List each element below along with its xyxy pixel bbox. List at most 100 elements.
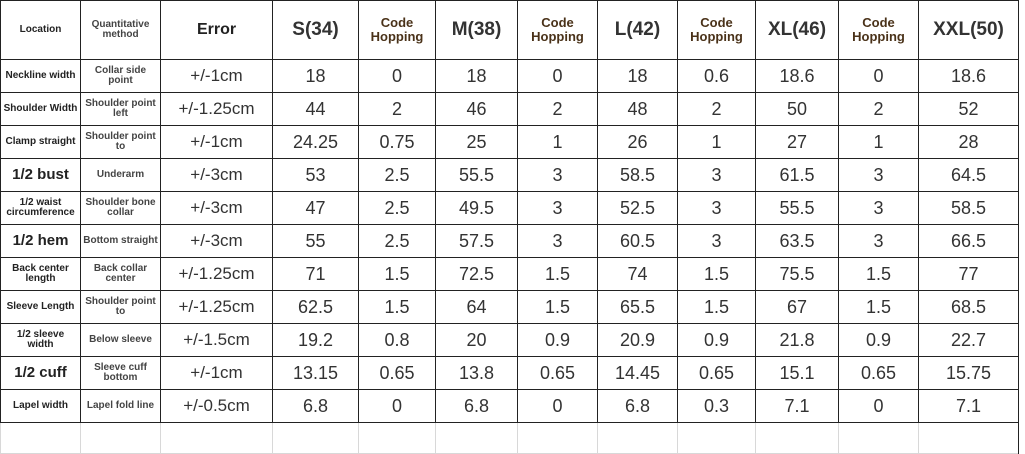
empty-cell [597, 422, 678, 454]
value-cell: 2.5 [358, 191, 436, 225]
value-cell: 77 [918, 257, 1019, 291]
empty-cell [435, 422, 518, 454]
value-cell: 26 [597, 125, 678, 159]
location-cell: Shoulder Width [0, 92, 81, 126]
data-row: 1/2 waist circumference Shoulder bone col… [0, 191, 1019, 225]
sheet-edge [1018, 0, 1025, 454]
data-row: Shoulder Width Shoulder point left +/-1.25… [0, 92, 1019, 126]
header-cell: Error [160, 0, 273, 60]
method-cell: Below sleeve [80, 323, 161, 357]
error-cell: +/-1.5cm [160, 323, 273, 357]
value-cell: 2.5 [358, 158, 436, 192]
value-cell: 0.6 [677, 59, 756, 93]
location-cell: Neckline width [0, 59, 81, 93]
value-cell: 20 [435, 323, 518, 357]
value-cell: 28 [918, 125, 1019, 159]
header-cell: Code Hopping [838, 0, 919, 60]
value-cell: 7.1 [755, 389, 839, 423]
value-cell: 18 [435, 59, 518, 93]
value-cell: 3 [517, 158, 598, 192]
error-cell: +/-3cm [160, 191, 273, 225]
error-cell: +/-1.25cm [160, 92, 273, 126]
value-cell: 1 [838, 125, 919, 159]
value-cell: 57.5 [435, 224, 518, 258]
value-cell: 6.8 [435, 389, 518, 423]
value-cell: 58.5 [597, 158, 678, 192]
value-cell: 1.5 [358, 257, 436, 291]
value-cell: 2 [517, 92, 598, 126]
value-cell: 0.65 [838, 356, 919, 390]
value-cell: 2.5 [358, 224, 436, 258]
empty-cell [358, 422, 436, 454]
value-cell: 1.5 [677, 290, 756, 324]
value-cell: 47 [272, 191, 359, 225]
value-cell: 13.15 [272, 356, 359, 390]
value-cell: 0.65 [517, 356, 598, 390]
method-cell: Underarm [80, 158, 161, 192]
location-cell: 1/2 cuff [0, 356, 81, 390]
value-cell: 66.5 [918, 224, 1019, 258]
value-cell: 61.5 [755, 158, 839, 192]
value-cell: 0.3 [677, 389, 756, 423]
value-cell: 53 [272, 158, 359, 192]
value-cell: 50 [755, 92, 839, 126]
header-cell: M(38) [435, 0, 518, 60]
value-cell: 24.25 [272, 125, 359, 159]
value-cell: 68.5 [918, 290, 1019, 324]
value-cell: 2 [677, 92, 756, 126]
data-row: Lapel width Lapel fold line +/-0.5cm 6.8 0 6.… [0, 389, 1019, 423]
header-cell: Quantitative method [80, 0, 161, 60]
value-cell: 0 [517, 389, 598, 423]
method-cell: Shoulder point to [80, 125, 161, 159]
empty-cell [755, 422, 839, 454]
location-cell: Sleeve Length [0, 290, 81, 324]
location-cell: 1/2 hem [0, 224, 81, 258]
value-cell: 1.5 [838, 257, 919, 291]
value-cell: 0.65 [677, 356, 756, 390]
method-cell: Sleeve cuff bottom [80, 356, 161, 390]
value-cell: 63.5 [755, 224, 839, 258]
error-cell: +/-1cm [160, 125, 273, 159]
value-cell: 60.5 [597, 224, 678, 258]
location-cell: 1/2 sleeve width [0, 323, 81, 357]
location-cell: Lapel width [0, 389, 81, 423]
value-cell: 22.7 [918, 323, 1019, 357]
value-cell: 3 [677, 224, 756, 258]
data-row: Neckline width Collar side point +/-1cm 18 0… [0, 59, 1019, 93]
error-cell: +/-3cm [160, 158, 273, 192]
header-cell: Code Hopping [517, 0, 598, 60]
error-cell: +/-1.25cm [160, 257, 273, 291]
location-cell: 1/2 bust [0, 158, 81, 192]
header-cell: XL(46) [755, 0, 839, 60]
header-cell: Code Hopping [358, 0, 436, 60]
value-cell: 0 [838, 389, 919, 423]
value-cell: 1.5 [517, 290, 598, 324]
empty-cell [160, 422, 273, 454]
empty-cell [0, 422, 81, 454]
value-cell: 25 [435, 125, 518, 159]
header-cell: L(42) [597, 0, 678, 60]
value-cell: 52 [918, 92, 1019, 126]
value-cell: 72.5 [435, 257, 518, 291]
value-cell: 1.5 [358, 290, 436, 324]
value-cell: 18.6 [755, 59, 839, 93]
error-cell: +/-1cm [160, 59, 273, 93]
value-cell: 55 [272, 224, 359, 258]
method-cell: Shoulder bone collar [80, 191, 161, 225]
value-cell: 19.2 [272, 323, 359, 357]
method-cell: Back collar center [80, 257, 161, 291]
value-cell: 18 [272, 59, 359, 93]
value-cell: 71 [272, 257, 359, 291]
value-cell: 58.5 [918, 191, 1019, 225]
header-row: Location Quantitative method Error S(34) Cod… [0, 0, 1019, 60]
method-cell: Lapel fold line [80, 389, 161, 423]
data-row: Sleeve Length Shoulder point to +/-1.25cm 6… [0, 290, 1019, 324]
value-cell: 21.8 [755, 323, 839, 357]
value-cell: 55.5 [435, 158, 518, 192]
value-cell: 62.5 [272, 290, 359, 324]
header-cell: S(34) [272, 0, 359, 60]
value-cell: 64.5 [918, 158, 1019, 192]
method-cell: Bottom straight [80, 224, 161, 258]
